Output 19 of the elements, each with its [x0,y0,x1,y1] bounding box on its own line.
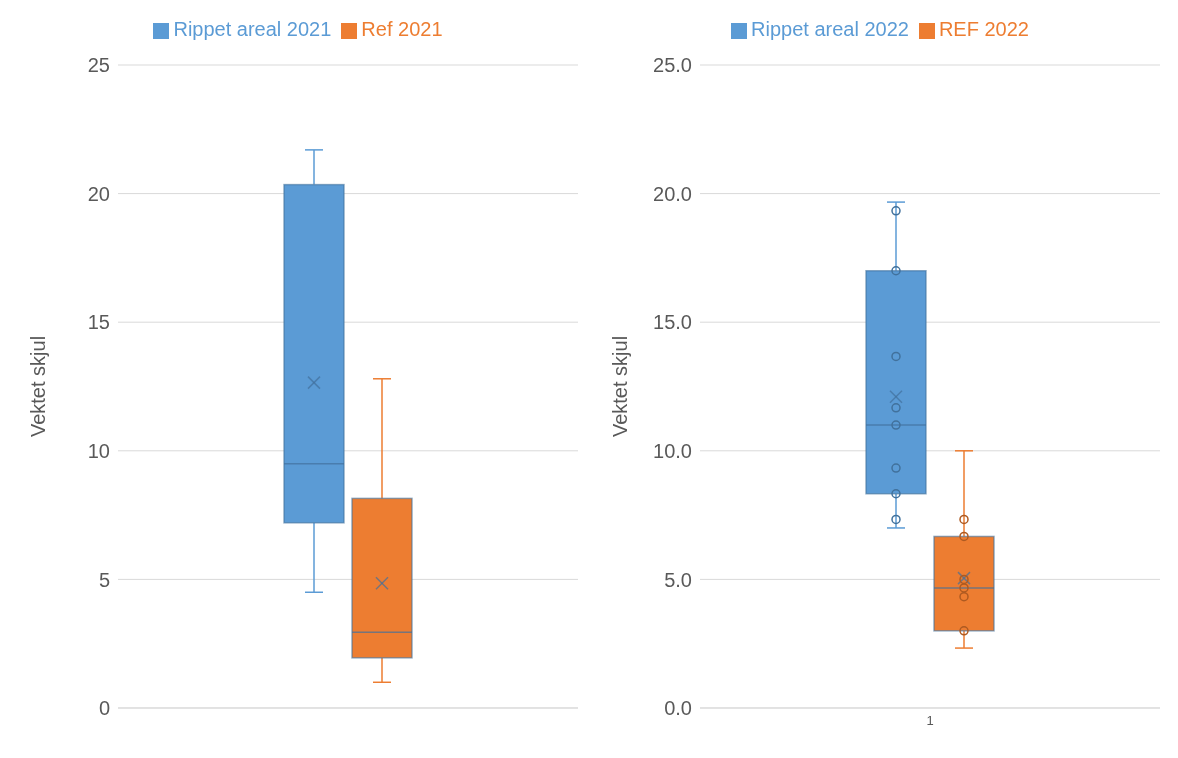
y-tick-label: 15 [87,311,110,334]
y-tick-label: 10 [87,439,110,462]
y-tick-label: 0 [98,697,110,720]
y-tick-label: 5.0 [664,568,692,591]
y-tick-label: 15.0 [653,311,692,334]
y-axis-title: Vektet skjul [609,335,632,438]
legend-label: REF 2022 [938,18,1029,40]
y-tick-label: 20 [87,182,110,205]
x-tick-label: 1 [926,713,934,729]
legend-label: Rippet areal 2022 [751,18,909,40]
y-axis-title: Vektet skjul [27,335,50,438]
legend-label: Ref 2021 [361,18,443,40]
y-tick-label: 20.0 [653,182,692,205]
y-tick-label: 0.0 [664,697,692,720]
y-tick-label: 10.0 [653,439,692,462]
y-tick-label: 5 [98,568,110,591]
y-tick-label: 25 [87,54,110,77]
legend-label: Rippet areal 2021 [173,18,332,40]
y-tick-label: 25.0 [653,54,692,77]
